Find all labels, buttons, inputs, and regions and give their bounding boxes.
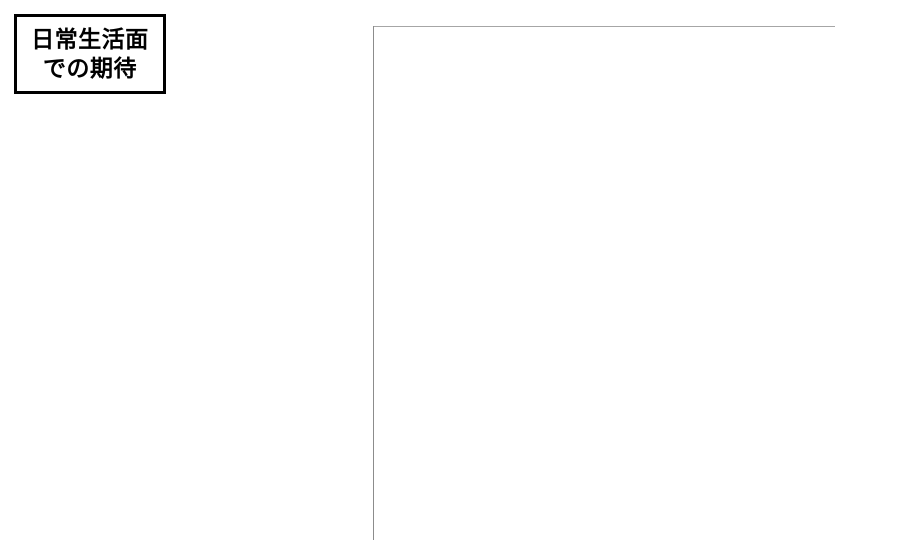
y-axis-line — [373, 26, 374, 540]
chart-title-box: 日常生活面 での期待 — [14, 14, 166, 94]
chart-title-line1: 日常生活面 — [31, 25, 149, 52]
chart-title-line2: での期待 — [43, 55, 137, 81]
x-axis-line — [373, 26, 835, 27]
